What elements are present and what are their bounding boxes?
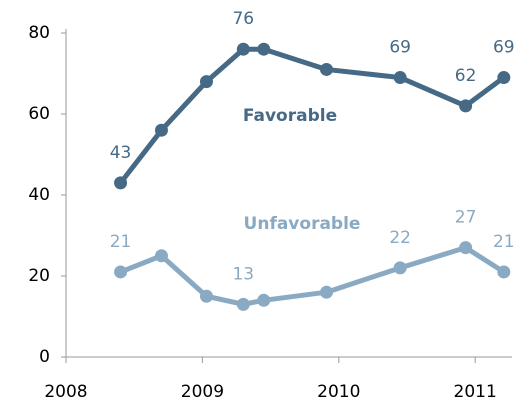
data-point [320, 285, 334, 299]
y-tick-label: 0 [39, 347, 50, 367]
data-point [154, 123, 168, 137]
data-label: 69 [493, 38, 515, 58]
data-point [257, 42, 271, 56]
series-line [119, 245, 506, 307]
y-tick-label: 60 [28, 104, 50, 124]
data-label: 76 [232, 9, 254, 29]
data-point [114, 265, 128, 279]
data-point [114, 176, 128, 190]
data-label: 43 [110, 143, 132, 163]
data-label: 21 [110, 232, 132, 252]
data-point [459, 99, 473, 113]
data-label: 21 [493, 232, 515, 252]
data-point [236, 297, 250, 311]
data-point [497, 265, 511, 279]
data-point [236, 42, 250, 56]
data-label: 22 [389, 228, 411, 248]
data-point [257, 293, 271, 307]
data-point [154, 249, 168, 263]
data-point [199, 75, 213, 89]
data-label: 27 [455, 208, 477, 228]
data-point [320, 62, 334, 76]
data-point [199, 289, 213, 303]
data-point [393, 261, 407, 275]
series-label: Favorable [243, 106, 337, 126]
x-tick-label: 2008 [44, 382, 87, 402]
series-label: Unfavorable [244, 214, 361, 234]
x-tick-label: 2010 [317, 382, 360, 402]
data-label: 69 [389, 38, 411, 58]
y-tick-label: 40 [28, 185, 50, 205]
data-label: 13 [232, 264, 254, 284]
x-tick-label: 2009 [181, 382, 224, 402]
y-tick-label: 80 [28, 23, 50, 43]
data-point [497, 71, 511, 85]
data-label: 62 [455, 66, 477, 86]
x-tick-label: 2011 [454, 382, 497, 402]
data-point [393, 71, 407, 85]
y-tick-label: 20 [28, 266, 50, 286]
data-point [459, 241, 473, 255]
